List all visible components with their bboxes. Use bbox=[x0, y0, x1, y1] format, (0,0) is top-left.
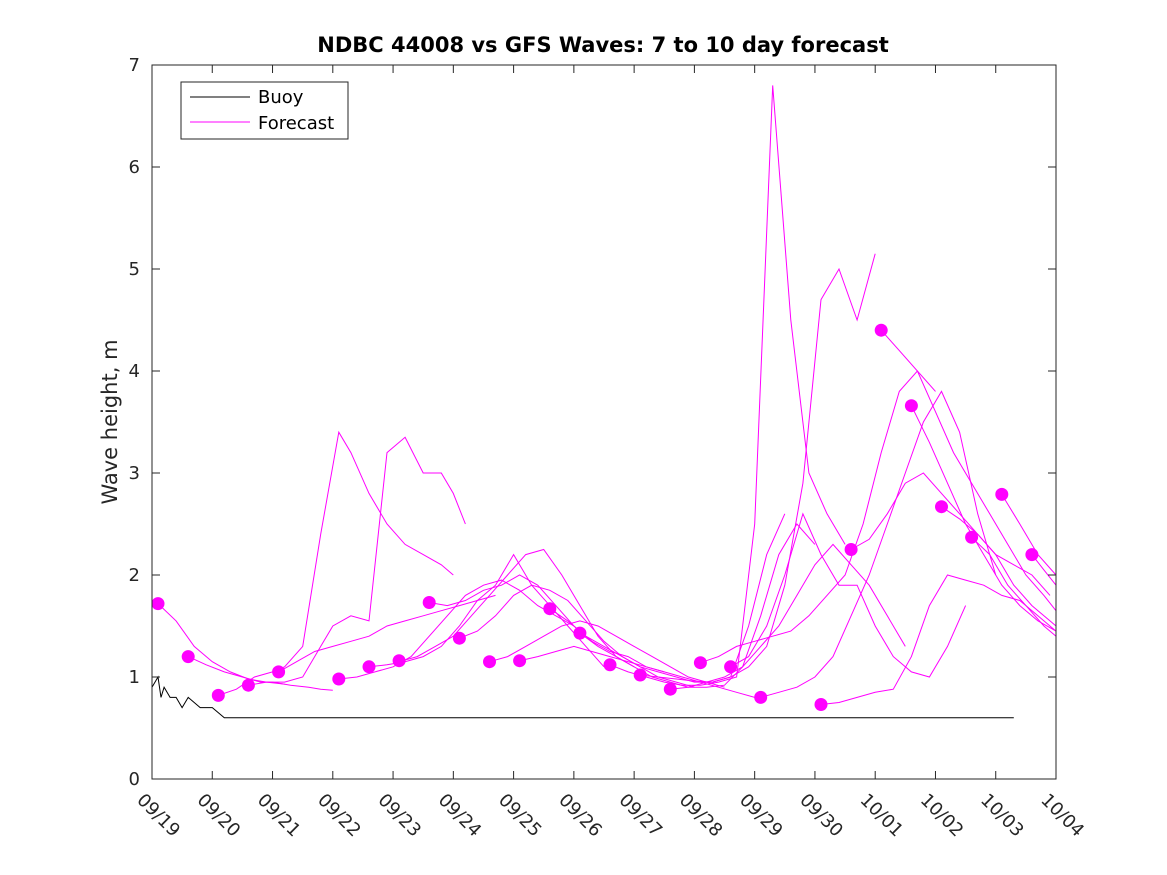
x-tick-label-12: 10/01 bbox=[856, 790, 908, 842]
forecast-line-14 bbox=[609, 85, 846, 686]
forecast-line-13 bbox=[579, 523, 816, 688]
forecast-marker-12 bbox=[543, 602, 557, 616]
y-tick-label-3: 3 bbox=[129, 463, 140, 484]
forecast-marker-2 bbox=[211, 688, 225, 702]
y-axis-label: Wave height, m bbox=[98, 339, 122, 504]
forecast-line-19 bbox=[760, 390, 997, 698]
forecast-line-21 bbox=[850, 472, 1051, 596]
forecast-line-25 bbox=[971, 536, 1057, 637]
x-tick-label-9: 09/28 bbox=[675, 790, 727, 842]
forecast-marker-15 bbox=[633, 668, 647, 682]
plot-background bbox=[152, 65, 1056, 779]
x-tick-label-3: 09/22 bbox=[313, 790, 365, 842]
forecast-line-6 bbox=[368, 553, 605, 668]
forecast-marker-5 bbox=[332, 672, 346, 686]
x-tick-label-13: 10/02 bbox=[916, 790, 968, 842]
forecast-marker-1 bbox=[181, 650, 195, 664]
legend-box bbox=[180, 81, 349, 140]
forecast-line-9 bbox=[459, 584, 695, 688]
legend: Buoy Forecast bbox=[180, 81, 349, 140]
forecast-line-5 bbox=[338, 579, 575, 680]
forecast-marker-17 bbox=[693, 656, 707, 670]
forecast-line-22 bbox=[880, 329, 1057, 612]
forecast-marker-3 bbox=[241, 678, 255, 692]
forecast-marker-9 bbox=[452, 631, 466, 645]
forecast-marker-0 bbox=[151, 597, 165, 611]
x-tick-label-15: 10/04 bbox=[1036, 790, 1088, 842]
plot-area bbox=[151, 64, 1057, 780]
legend-buoy-label: Buoy bbox=[258, 87, 304, 108]
forecast-marker-11 bbox=[513, 654, 527, 668]
forecast-marker-16 bbox=[663, 682, 677, 696]
plot-frame bbox=[151, 64, 1057, 780]
x-tick-label-11: 09/30 bbox=[795, 790, 847, 842]
forecast-marker-18 bbox=[724, 660, 738, 674]
x-tick-label-0: 09/19 bbox=[132, 790, 184, 842]
forecast-line-17 bbox=[700, 370, 936, 664]
forecast-marker-21 bbox=[844, 543, 858, 556]
y-tick-label-1: 1 bbox=[129, 667, 140, 688]
forecast-series bbox=[157, 85, 1057, 705]
forecast-line-4 bbox=[278, 594, 496, 673]
y-tick-label-5: 5 bbox=[129, 259, 140, 280]
forecast-marker-20 bbox=[814, 698, 828, 711]
y-tick-label-6: 6 bbox=[129, 157, 140, 178]
forecast-marker-27 bbox=[1025, 548, 1039, 562]
forecast-line-15 bbox=[640, 253, 876, 683]
forecast-markers bbox=[151, 323, 1039, 711]
forecast-marker-13 bbox=[573, 626, 587, 640]
forecast-marker-25 bbox=[965, 530, 979, 544]
forecast-marker-23 bbox=[904, 399, 918, 413]
forecast-line-10 bbox=[489, 620, 725, 688]
chart-title: NDBC 44008 vs GFS Waves: 7 to 10 day for… bbox=[317, 33, 888, 57]
x-tick-label-4: 09/23 bbox=[374, 790, 426, 842]
forecast-marker-10 bbox=[483, 655, 496, 669]
forecast-marker-26 bbox=[995, 487, 1009, 501]
x-tick-label-6: 09/25 bbox=[494, 790, 546, 842]
forecast-marker-19 bbox=[754, 690, 768, 704]
forecast-line-0 bbox=[157, 603, 285, 685]
y-axis: 0 1 2 3 4 5 6 7 bbox=[129, 55, 1056, 790]
forecast-marker-22 bbox=[874, 323, 888, 337]
y-tick-label-2: 2 bbox=[129, 565, 140, 586]
forecast-marker-6 bbox=[362, 660, 376, 674]
forecast-marker-14 bbox=[603, 658, 617, 672]
x-tick-label-5: 09/24 bbox=[434, 790, 486, 842]
forecast-line-18 bbox=[730, 512, 967, 678]
x-tick-label-1: 09/20 bbox=[193, 790, 245, 842]
forecast-line-24 bbox=[941, 506, 1057, 627]
x-tick-label-7: 09/26 bbox=[554, 790, 606, 842]
x-tick-label-14: 10/03 bbox=[976, 790, 1028, 842]
buoy-series bbox=[151, 675, 1014, 719]
x-tick-label-10: 09/29 bbox=[735, 790, 787, 842]
forecast-marker-4 bbox=[272, 665, 286, 679]
y-tick-label-0: 0 bbox=[129, 769, 140, 790]
x-tick-label-2: 09/21 bbox=[253, 790, 305, 842]
forecast-line-3 bbox=[248, 436, 466, 686]
forecast-line-20 bbox=[820, 574, 1057, 705]
forecast-marker-24 bbox=[935, 500, 948, 514]
forecast-line-12 bbox=[549, 513, 786, 683]
forecast-line-23 bbox=[910, 405, 1057, 632]
forecast-marker-7 bbox=[392, 654, 406, 668]
y-tick-label-4: 4 bbox=[129, 361, 140, 382]
buoy-line bbox=[151, 675, 1014, 719]
forecast-line-8 bbox=[429, 574, 665, 673]
forecast-line-26 bbox=[1001, 494, 1057, 576]
x-tick-label-8: 09/27 bbox=[615, 790, 667, 842]
forecast-marker-8 bbox=[422, 596, 436, 609]
forecast-line-2 bbox=[218, 430, 454, 696]
legend-forecast-label: Forecast bbox=[258, 113, 334, 134]
y-tick-label-7: 7 bbox=[129, 55, 140, 76]
